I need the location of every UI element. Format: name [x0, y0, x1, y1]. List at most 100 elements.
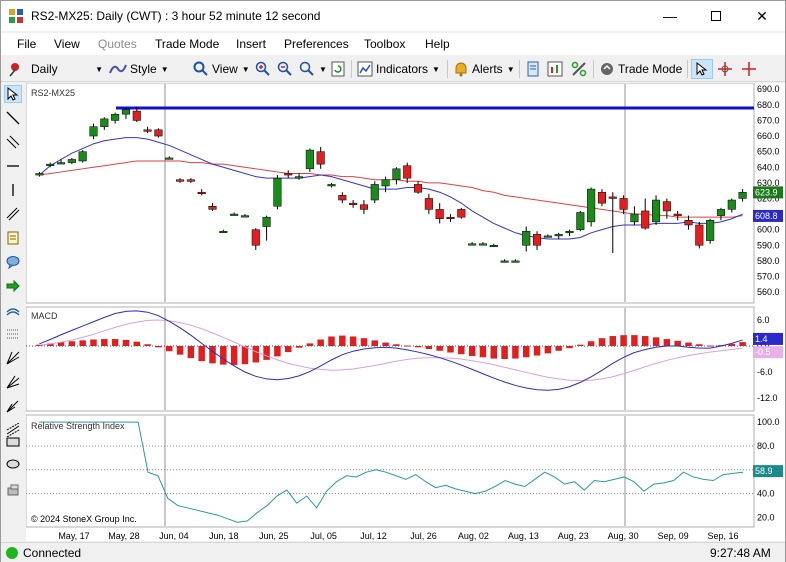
channel-tool[interactable] [4, 205, 22, 223]
candle-body [478, 243, 487, 246]
macd-histogram-bar [587, 341, 595, 346]
menu-quotes[interactable]: Quotes [98, 37, 137, 51]
bell-icon [455, 62, 467, 77]
menu-preferences[interactable]: Preferences [284, 37, 349, 51]
style-menu[interactable]: Style ▼ [109, 59, 169, 79]
candle [500, 259, 509, 263]
chart-canvas[interactable]: May, 17 May, 28 Jun, 04 Jun, 18 Jun, 25 Jul, … [25, 82, 785, 541]
vertical-line-tool[interactable] [4, 181, 22, 199]
zoom-out-button[interactable] [277, 59, 293, 79]
minimize-button[interactable]: — [647, 1, 693, 31]
toolbar-separator [447, 60, 448, 78]
select-tool[interactable] [4, 85, 22, 103]
horizontal-line-tool[interactable] [4, 157, 22, 175]
refresh-button[interactable] [331, 59, 345, 79]
rectangle-tool[interactable] [4, 433, 22, 451]
macd-histogram-bar [706, 345, 714, 347]
candle-body [587, 188, 596, 223]
macd-histogram-bar [663, 339, 671, 346]
ma-value-label-box [753, 209, 783, 222]
candle [100, 117, 109, 130]
erase-tool[interactable] [4, 481, 22, 499]
text-tool[interactable] [4, 253, 22, 271]
arrow-tool[interactable] [4, 277, 22, 295]
maximize-button[interactable] [693, 1, 739, 31]
trade-mode-button[interactable]: Trade Mode [599, 59, 682, 79]
pointer-tool-button[interactable] [691, 59, 713, 79]
arc-icon [6, 308, 20, 316]
alerts-menu[interactable]: Alerts ▼ [453, 59, 515, 79]
menu-help[interactable]: Help [425, 37, 450, 51]
macd-layer [26, 310, 754, 391]
parallel-lines-tool[interactable] [4, 133, 22, 151]
rsi-pane-title: Relative Strength Index [31, 421, 125, 431]
zoom-in-button[interactable] [255, 59, 271, 79]
menu-insert[interactable]: Insert [236, 37, 267, 51]
price-tick-label: 600.0 [757, 225, 780, 235]
macd-histogram-bar [544, 346, 552, 354]
candle [251, 228, 260, 250]
chart-window-button[interactable] [547, 59, 563, 79]
note-tool[interactable] [4, 229, 22, 247]
chevron-down-icon: ▼ [241, 64, 250, 74]
close-button[interactable]: ✕ [739, 1, 785, 31]
candle-body [121, 109, 130, 115]
style-icon [109, 64, 127, 74]
candle [46, 162, 55, 168]
menu-toolbox[interactable]: Toolbox [364, 37, 406, 51]
candle-body [608, 196, 617, 199]
macd-histogram-bar [339, 335, 346, 346]
macd-histogram-bar [241, 346, 249, 365]
view-menu[interactable]: View ▼ [193, 59, 250, 79]
candle-body [435, 209, 444, 219]
quote-window-button[interactable] [525, 59, 541, 79]
menu-view[interactable]: View [54, 37, 80, 51]
menu-trade-mode[interactable]: Trade Mode [155, 37, 220, 51]
crosshair-tool-button[interactable] [717, 59, 733, 79]
last-price-label-box [753, 186, 783, 199]
price-tick-label: 680.0 [757, 100, 780, 110]
candle [35, 171, 44, 177]
chart-area[interactable]: May, 17 May, 28 Jun, 04 Jun, 18 Jun, 25 Jul, … [25, 82, 785, 541]
candle-body [652, 199, 661, 223]
pin-button[interactable] [7, 59, 23, 79]
candle-body [468, 243, 477, 246]
rsi-layer [26, 421, 754, 523]
macd-histogram-bar [522, 346, 530, 358]
gann-fan-tool[interactable] [4, 349, 22, 367]
candle [284, 170, 293, 179]
candle [706, 218, 715, 244]
cursor-icon [7, 87, 19, 101]
rectangle-icon [6, 437, 20, 447]
candle [57, 159, 66, 165]
pitchfork-tool[interactable] [4, 397, 22, 415]
menu-file[interactable]: File [17, 37, 37, 51]
chevron-down-icon: ▼ [160, 64, 169, 74]
ellipse-tool[interactable] [4, 455, 22, 473]
eraser-icon [7, 484, 19, 496]
candle [414, 181, 423, 194]
vertical-line-icon [12, 184, 14, 196]
price-tick-label: 650.0 [757, 147, 780, 157]
speed-lines-tool[interactable] [4, 373, 22, 391]
fibonacci-tool[interactable] [4, 325, 22, 343]
indicators-menu[interactable]: Indicators ▼ [357, 59, 440, 79]
candle-body [727, 199, 736, 210]
zoom-menu[interactable]: ▼ [299, 59, 327, 79]
macd-histogram-bar [490, 346, 498, 359]
arrow-right-icon [6, 279, 20, 293]
candle-body [349, 202, 358, 205]
rsi-tick-label: 80.0 [757, 441, 775, 451]
x-tick-label: Jul, 05 [310, 531, 337, 541]
tools-button[interactable] [571, 59, 587, 79]
candle [392, 167, 401, 185]
trendline-tool[interactable] [4, 109, 22, 127]
regression-tool[interactable] [4, 421, 22, 439]
interval-select[interactable]: Daily ▼ [31, 59, 103, 79]
candle [219, 229, 228, 233]
window-title: RS2-MX25: Daily (CWT) : 3 hour 52 minute… [31, 9, 321, 23]
minimize-icon: — [663, 8, 677, 24]
arc-tool[interactable] [4, 301, 22, 319]
macd-histogram-bar [328, 336, 335, 346]
crosshair-button[interactable] [741, 59, 757, 79]
